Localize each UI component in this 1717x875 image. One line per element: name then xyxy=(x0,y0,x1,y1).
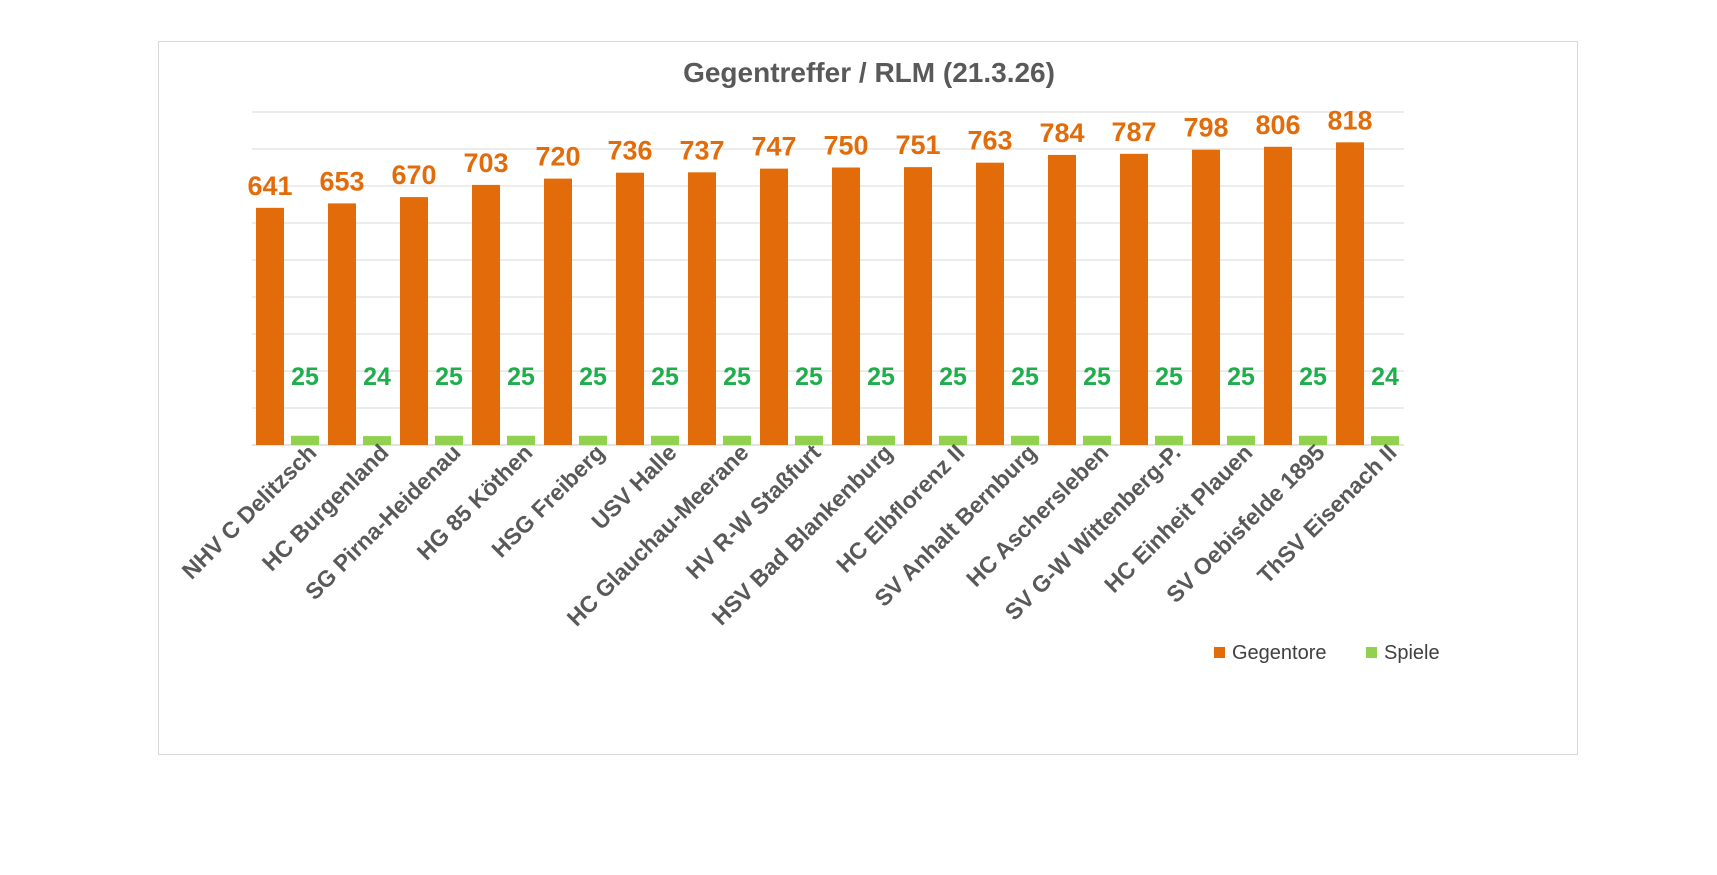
data-label-gegentore: 798 xyxy=(1183,113,1228,143)
bar-gegentore xyxy=(832,167,860,445)
bar-gegentore xyxy=(688,172,716,445)
bar-gegentore xyxy=(472,184,500,445)
bar-gegentore xyxy=(256,207,284,445)
x-tick-label: HV R-W Staßfurt xyxy=(681,439,826,584)
x-tick-label: NHV C Delitzsch xyxy=(177,439,322,584)
data-label-spiele: 25 xyxy=(507,363,535,391)
legend-swatch xyxy=(1366,647,1377,658)
legend-swatch xyxy=(1214,647,1225,658)
data-label-gegentore: 641 xyxy=(247,171,292,201)
data-label-spiele: 25 xyxy=(939,363,967,391)
data-label-gegentore: 787 xyxy=(1111,117,1156,147)
data-label-gegentore: 751 xyxy=(895,130,940,160)
bar-spiele xyxy=(939,435,967,445)
bar-spiele xyxy=(363,436,391,445)
bar-spiele xyxy=(1155,435,1183,445)
data-label-gegentore: 736 xyxy=(607,136,652,166)
data-label-spiele: 25 xyxy=(291,363,319,391)
bar-gegentore xyxy=(1120,153,1148,445)
data-label-spiele: 25 xyxy=(1299,363,1327,391)
bar-spiele xyxy=(435,435,463,445)
bar-spiele xyxy=(1011,435,1039,445)
data-label-gegentore: 818 xyxy=(1327,105,1372,135)
chart-svg: Gegentreffer / RLM (21.3.26) 64125653246… xyxy=(177,57,1440,664)
data-label-gegentore: 763 xyxy=(967,126,1012,156)
data-label-spiele: 25 xyxy=(795,363,823,391)
data-label-spiele: 25 xyxy=(651,363,679,391)
data-label-gegentore: 806 xyxy=(1255,110,1300,140)
bar-gegentore xyxy=(1048,154,1076,446)
data-label-spiele: 24 xyxy=(363,363,391,391)
legend: Gegentore Spiele xyxy=(1214,642,1440,664)
data-label-gegentore: 747 xyxy=(751,132,796,162)
bar-spiele xyxy=(507,435,535,445)
data-label-spiele: 25 xyxy=(1155,363,1183,391)
bar-spiele xyxy=(1227,435,1255,445)
data-label-spiele: 25 xyxy=(435,363,463,391)
bar-gegentore xyxy=(616,172,644,445)
bar-spiele xyxy=(291,435,319,445)
bar-spiele xyxy=(579,435,607,445)
x-tick-label: ThSV Eisenach II xyxy=(1252,439,1401,588)
data-label-spiele: 25 xyxy=(867,363,895,391)
bar-gegentore xyxy=(904,167,932,445)
data-label-gegentore: 750 xyxy=(823,131,868,161)
data-label-spiele: 25 xyxy=(1083,363,1111,391)
data-label-gegentore: 653 xyxy=(319,166,364,196)
bar-spiele xyxy=(723,435,751,445)
data-label-spiele: 25 xyxy=(579,363,607,391)
bar-gegentore xyxy=(1192,149,1220,445)
x-tick-label: HC Elbflorenz II xyxy=(831,439,970,578)
bar-spiele xyxy=(651,435,679,445)
bars xyxy=(256,142,1399,446)
data-label-gegentore: 737 xyxy=(679,135,724,165)
legend-label: Gegentore xyxy=(1232,642,1327,664)
bar-gegentore xyxy=(328,203,356,445)
data-label-spiele: 24 xyxy=(1371,363,1399,391)
data-label-gegentore: 670 xyxy=(391,160,436,190)
bar-spiele xyxy=(1371,436,1399,445)
bar-spiele xyxy=(1083,435,1111,445)
legend-label: Spiele xyxy=(1384,642,1440,664)
bar-gegentore xyxy=(544,178,572,445)
bar-gegentore xyxy=(400,197,428,445)
x-tick-label: HC Burgenland xyxy=(257,439,394,576)
bar-gegentore xyxy=(1264,146,1292,445)
data-label-spiele: 25 xyxy=(1011,363,1039,391)
bar-gegentore xyxy=(976,162,1004,445)
chart-title: Gegentreffer / RLM (21.3.26) xyxy=(683,57,1055,88)
data-labels: 641 25 653 24 670 25 703 25 720 25 736 25 737 25 747 25… xyxy=(247,105,1399,391)
data-label-gegentore: 720 xyxy=(535,142,580,172)
bar-gegentore xyxy=(1336,142,1364,445)
bar-spiele xyxy=(1299,435,1327,445)
data-label-spiele: 25 xyxy=(723,363,751,391)
data-label-gegentore: 703 xyxy=(463,148,508,178)
bar-gegentore xyxy=(760,168,788,446)
chart-area: Gegentreffer / RLM (21.3.26) 641 25 653 24 6… xyxy=(158,41,1578,755)
bar-spiele xyxy=(867,435,895,445)
data-label-spiele: 25 xyxy=(1227,363,1255,391)
data-label-gegentore: 784 xyxy=(1039,118,1084,148)
bar-spiele xyxy=(795,435,823,445)
